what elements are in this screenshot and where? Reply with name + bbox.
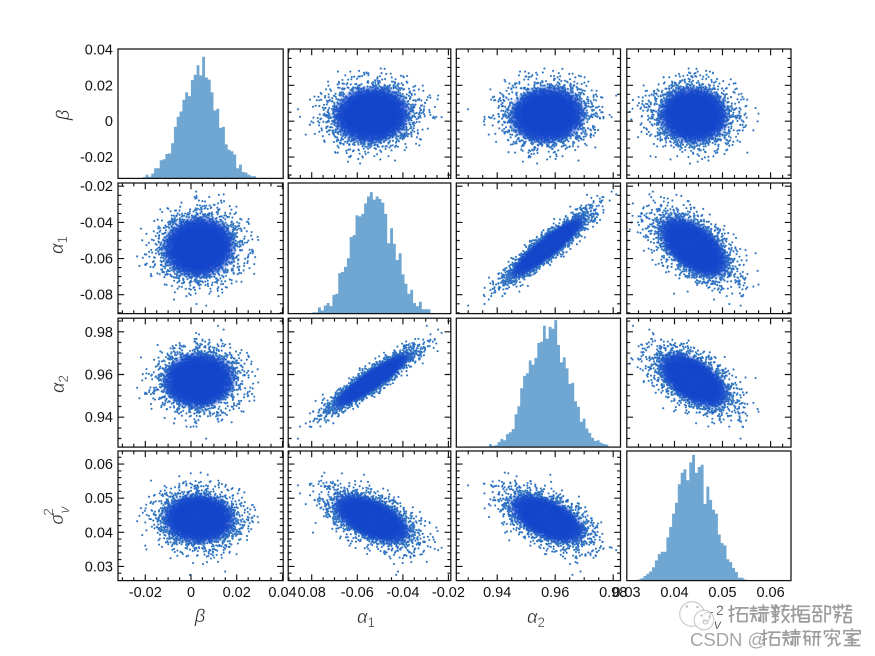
svg-text:-0.02: -0.02 bbox=[80, 150, 113, 166]
svg-text:0.08: 0.08 bbox=[298, 585, 326, 601]
svg-text:0.04: 0.04 bbox=[660, 585, 688, 601]
svg-text:0.96: 0.96 bbox=[541, 585, 569, 601]
svg-text:0.94: 0.94 bbox=[85, 410, 113, 426]
svg-text:α1: α1 bbox=[46, 236, 70, 254]
svg-text:v: v bbox=[56, 506, 72, 514]
svg-text:0.96: 0.96 bbox=[85, 368, 113, 384]
svg-text:2: 2 bbox=[40, 508, 56, 516]
svg-text:-0.04: -0.04 bbox=[386, 585, 419, 601]
svg-text:CSDN @: CSDN @ bbox=[690, 629, 766, 650]
svg-text:-0.06: -0.06 bbox=[80, 252, 113, 268]
svg-text:v: v bbox=[714, 616, 722, 632]
svg-text:-0.02: -0.02 bbox=[432, 585, 465, 601]
svg-text:0.94: 0.94 bbox=[483, 585, 511, 601]
svg-text:0: 0 bbox=[105, 114, 113, 130]
svg-text:0.04: 0.04 bbox=[85, 43, 113, 59]
svg-text:0.05: 0.05 bbox=[708, 585, 736, 601]
svg-text:0.02: 0.02 bbox=[223, 585, 251, 601]
svg-text:0.02: 0.02 bbox=[85, 78, 113, 94]
svg-text:CSDN @: CSDN @ bbox=[691, 630, 767, 651]
svg-text:σ: σ bbox=[46, 513, 67, 525]
svg-text:0.03: 0.03 bbox=[612, 585, 640, 601]
svg-text:0.06: 0.06 bbox=[756, 585, 784, 601]
svg-text:2: 2 bbox=[716, 602, 724, 618]
svg-text:β: β bbox=[52, 109, 73, 121]
svg-text:0.03: 0.03 bbox=[85, 559, 113, 575]
svg-text:0.06: 0.06 bbox=[85, 457, 113, 473]
svg-text:0.98: 0.98 bbox=[85, 325, 113, 341]
svg-text:-0.08: -0.08 bbox=[80, 288, 113, 304]
svg-text:β: β bbox=[194, 605, 206, 626]
svg-text:-0.04: -0.04 bbox=[80, 215, 113, 231]
svg-text:-0.02: -0.02 bbox=[129, 585, 162, 601]
svg-text:0.04: 0.04 bbox=[85, 525, 113, 541]
svg-text:-0.02: -0.02 bbox=[80, 179, 113, 195]
svg-text:0.04: 0.04 bbox=[268, 585, 296, 601]
svg-text:-0.06: -0.06 bbox=[341, 585, 374, 601]
svg-text:0: 0 bbox=[187, 585, 195, 601]
svg-text:0.05: 0.05 bbox=[85, 491, 113, 507]
svg-text:0.98: 0.98 bbox=[599, 585, 627, 601]
